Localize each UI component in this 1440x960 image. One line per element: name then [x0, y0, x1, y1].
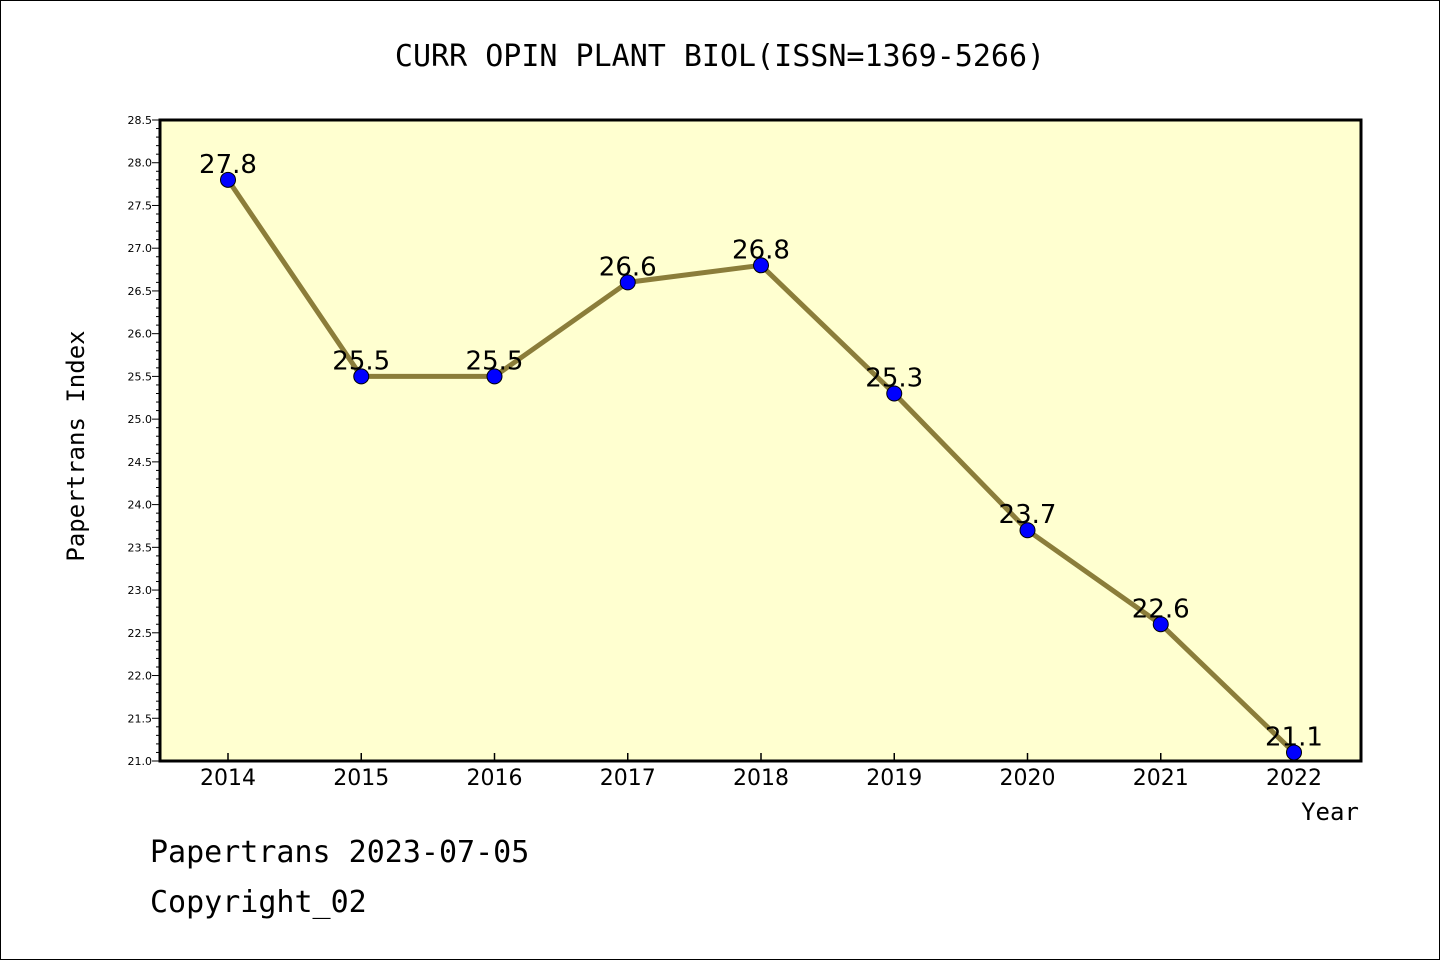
y-tick-label: 26.5: [128, 285, 153, 298]
x-tick-label: 2020: [1000, 766, 1056, 791]
y-tick-label: 27.0: [128, 242, 153, 255]
footer-date: Papertrans 2023-07-05: [150, 835, 530, 870]
x-tick-label: 2021: [1133, 766, 1189, 791]
data-label: 22.6: [1132, 594, 1190, 624]
chart-title: CURR OPIN PLANT BIOL(ISSN=1369-5266): [395, 39, 1045, 74]
data-label: 25.3: [865, 363, 923, 393]
y-tick-label: 23.0: [128, 584, 153, 597]
x-axis-title: Year: [1301, 798, 1359, 826]
x-tick-label: 2022: [1266, 766, 1322, 791]
data-point: [1152, 616, 1169, 633]
data-point: [886, 385, 903, 402]
data-point: [1019, 522, 1036, 539]
y-tick-label: 25.5: [128, 370, 153, 383]
y-tick-label: 28.0: [128, 157, 153, 170]
x-axis: 2014 2015 2016 2017 2018 2019 2020 2021 2022: [200, 753, 1322, 791]
y-tick-label: 22.0: [128, 670, 153, 683]
y-tick-label: 23.5: [128, 541, 153, 554]
data-point: [619, 274, 636, 291]
x-tick-label: 2014: [200, 766, 256, 791]
series-layer: 27.8 25.5 25.5 26.6 26.8 25.3 23.7 22.6 21.1: [199, 150, 1323, 761]
data-label: 23.7: [999, 500, 1057, 530]
data-point: [1286, 744, 1302, 761]
x-tick-label: 2016: [467, 766, 523, 791]
y-tick-label: 24.0: [128, 499, 153, 512]
data-point: [353, 368, 370, 385]
y-tick-label: 21.0: [128, 755, 153, 768]
y-tick-label: 22.5: [128, 627, 153, 640]
data-label: 25.5: [332, 346, 390, 376]
y-axis: 21.0 21.5 22.0 22.5 23.0 23.5 24.0 24.5 25.0 25.5…: [128, 114, 160, 768]
x-tick-label: 2018: [733, 766, 789, 791]
data-point: [220, 171, 236, 188]
footer-copyright: Copyright_02: [150, 885, 367, 920]
y-axis-title: Papertrans Index: [62, 330, 90, 561]
x-tick-label: 2015: [333, 766, 389, 791]
plot-area: [158, 118, 1363, 763]
data-label: 27.8: [199, 150, 257, 180]
data-label: 26.8: [732, 235, 790, 265]
data-label: 21.1: [1265, 722, 1323, 752]
y-tick-label: 24.5: [128, 456, 153, 469]
y-tick-label: 25.0: [128, 413, 153, 426]
data-point: [753, 257, 769, 274]
data-label: 25.5: [466, 346, 524, 376]
x-tick-label: 2017: [600, 766, 656, 791]
data-point: [486, 368, 503, 385]
data-label: 26.6: [599, 252, 657, 282]
x-tick-label: 2019: [866, 766, 922, 791]
y-tick-label: 26.0: [128, 328, 153, 341]
y-tick-label: 21.5: [128, 712, 153, 725]
y-tick-label: 28.5: [128, 114, 153, 127]
y-tick-label: 27.5: [128, 199, 153, 212]
